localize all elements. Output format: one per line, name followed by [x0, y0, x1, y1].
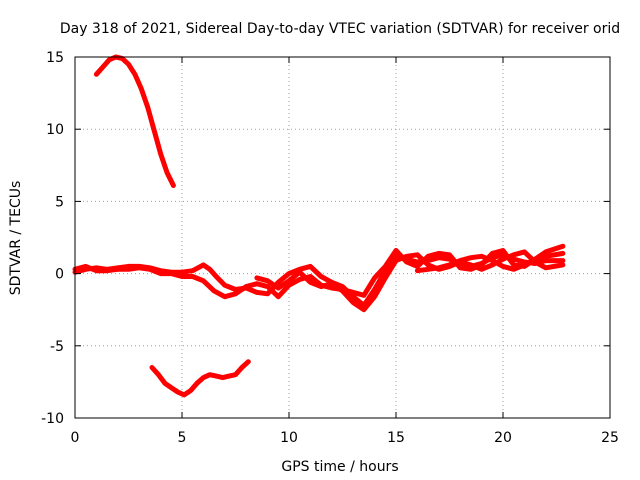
axis-ticks	[74, 56, 611, 419]
series-arc-high	[93, 54, 176, 188]
y-tick-label: 15	[46, 50, 64, 66]
y-tick-label: 10	[46, 122, 64, 138]
series-arc-low	[149, 359, 251, 398]
grid-lines	[75, 57, 610, 418]
x-tick-label: 10	[280, 430, 298, 446]
y-tick-label: -5	[50, 339, 64, 355]
chart-title: Day 318 of 2021, Sidereal Day-to-day VTE…	[60, 21, 620, 37]
series-band-c	[254, 249, 566, 313]
y-tick-labels: -10 -5 0 5 10 15	[41, 50, 64, 427]
x-tick-label: 20	[494, 430, 512, 446]
plot-frame	[74, 56, 611, 419]
y-tick-label: 0	[55, 267, 64, 283]
data-series	[72, 54, 566, 398]
y-tick-label: -10	[41, 411, 64, 427]
x-tick-label: 5	[178, 430, 187, 446]
x-tick-label: 15	[387, 430, 405, 446]
y-tick-label: 5	[55, 194, 64, 210]
x-tick-label: 0	[71, 430, 80, 446]
series-band-d	[414, 250, 566, 274]
x-tick-label: 25	[601, 430, 619, 446]
y-axis-title: SDTVAR / TECUs	[8, 181, 24, 296]
x-axis-title: GPS time / hours	[281, 459, 398, 475]
x-tick-labels: 0 5 10 15 20 25	[71, 430, 619, 446]
